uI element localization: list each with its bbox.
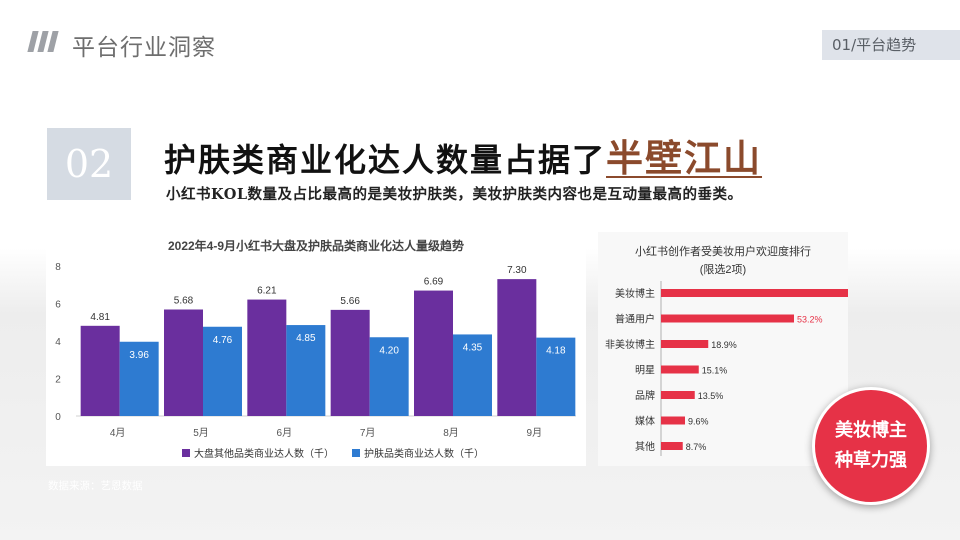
bar-series-2 (453, 334, 492, 416)
bar-value-label: 4.20 (379, 345, 399, 356)
bar-series-2 (203, 326, 242, 416)
bar-series-2 (286, 325, 326, 416)
bar-series-2 (369, 337, 409, 416)
legend-swatch (352, 449, 360, 457)
headline-main: 护肤类商业化达人数量占据了 (164, 141, 607, 179)
legend-label: 护肤品类商业达人数（千） (364, 447, 484, 460)
x-tick-label: 9月 (527, 427, 543, 439)
page-title: 平台行业洞察 (72, 35, 216, 61)
bar-series-1 (164, 309, 203, 416)
bar-value-label: 5.66 (340, 296, 360, 307)
ranking-chart-panel: 小红书创作者受美妆用户欢迎度排行(限选2项)美妆博主77.1%普通用户53.2%… (598, 232, 848, 466)
x-tick-label: 6月 (277, 427, 293, 439)
ranking-title: 小红书创作者受美妆用户欢迎度排行 (635, 244, 811, 258)
badge-line-2: 种草力强 (835, 450, 907, 471)
title-bars-icon (27, 31, 59, 52)
ranking-bar (661, 442, 683, 450)
ranking-category-label: 非美妆博主 (605, 338, 655, 351)
ranking-bar (661, 416, 685, 425)
y-tick-label: 2 (55, 375, 61, 386)
y-tick-label: 8 (55, 262, 61, 273)
bar-series-2 (119, 341, 159, 416)
ranking-bar (661, 391, 695, 399)
bar-value-label: 4.18 (546, 346, 566, 357)
bar-value-label: 5.68 (174, 296, 194, 307)
ranking-category-label: 媒体 (635, 416, 655, 428)
ranking-category-label: 美妆博主 (615, 287, 655, 300)
ranking-category-label: 明星 (635, 365, 655, 377)
trend-bar-chart: 2022年4-9月小红书大盘及护肤品类商业化达人量级趋势 0 2 4 6 8 4月 4.81 3… (55, 238, 576, 460)
badge-line-1: 美妆博主 (835, 420, 907, 441)
legend-label: 大盘其他品类商业达人数（千） (194, 447, 334, 460)
ranking-bar (661, 289, 848, 297)
bar-value-label: 6.69 (424, 277, 444, 288)
legend-swatch (182, 449, 190, 457)
x-tick-label: 4月 (110, 427, 126, 439)
bar-value-label: 7.30 (507, 265, 527, 276)
trend-chart-panel: 2022年4-9月小红书大盘及护肤品类商业化达人量级趋势 0 2 4 6 8 4月 4.81 3… (46, 230, 586, 466)
bar-series-1 (497, 279, 537, 416)
bar-value-label: 3.96 (129, 350, 149, 361)
ranking-category-label: 其他 (635, 440, 655, 453)
bar-value-label: 4.76 (213, 335, 233, 346)
bar-series-2 (536, 337, 576, 416)
ranking-value-label: 13.5% (698, 391, 724, 401)
ranking-value-label: 9.6% (688, 417, 709, 427)
bar-value-label: 6.21 (257, 286, 277, 297)
y-tick-label: 6 (55, 300, 61, 311)
bar-series-1 (330, 309, 370, 416)
subheadline: 小红书KOL数量及占比最高的是美妆护肤类，美妆护肤类内容也是互动量最高的垂类。 (166, 186, 743, 203)
ranking-category-label: 品牌 (635, 389, 655, 402)
chart-title: 2022年4-9月小红书大盘及护肤品类商业化达人量级趋势 (168, 238, 464, 253)
section-number: 02 (47, 128, 131, 200)
ranking-bar-chart: 小红书创作者受美妆用户欢迎度排行(限选2项)美妆博主77.1%普通用户53.2%… (605, 244, 848, 456)
ranking-bar (661, 340, 709, 348)
ranking-bar (661, 314, 794, 323)
headline-highlight: 半壁江山 (606, 136, 763, 180)
ranking-bar (661, 365, 699, 374)
ranking-value-label: 18.9% (711, 340, 737, 350)
y-tick-label: 4 (55, 337, 61, 348)
bar-value-label: 4.35 (463, 342, 483, 353)
x-tick-label: 5月 (193, 427, 209, 439)
header: 平台行业洞察 01/平台趋势 (0, 0, 960, 90)
bar-series-1 (80, 325, 120, 416)
ranking-value-label: 53.2% (797, 315, 823, 325)
x-tick-label: 7月 (360, 427, 376, 439)
ranking-value-label: 8.7% (686, 442, 707, 452)
x-tick-label: 8月 (443, 427, 459, 439)
highlight-badge: 美妆博主 种草力强 (812, 387, 930, 505)
section-tag: 01/平台趋势 (822, 30, 960, 60)
bar-value-label: 4.85 (296, 333, 316, 344)
data-source: 数据来源：艺恩数据 (48, 480, 143, 492)
y-tick-label: 0 (55, 412, 61, 423)
bar-series-1 (414, 290, 453, 416)
bar-series-1 (247, 299, 287, 416)
ranking-value-label: 15.1% (702, 366, 728, 376)
headline: 护肤类商业化达人数量占据了半壁江山 (164, 128, 762, 182)
bar-value-label: 4.81 (90, 312, 110, 323)
ranking-subtitle: (限选2项) (700, 263, 746, 276)
ranking-category-label: 普通用户 (615, 313, 655, 326)
